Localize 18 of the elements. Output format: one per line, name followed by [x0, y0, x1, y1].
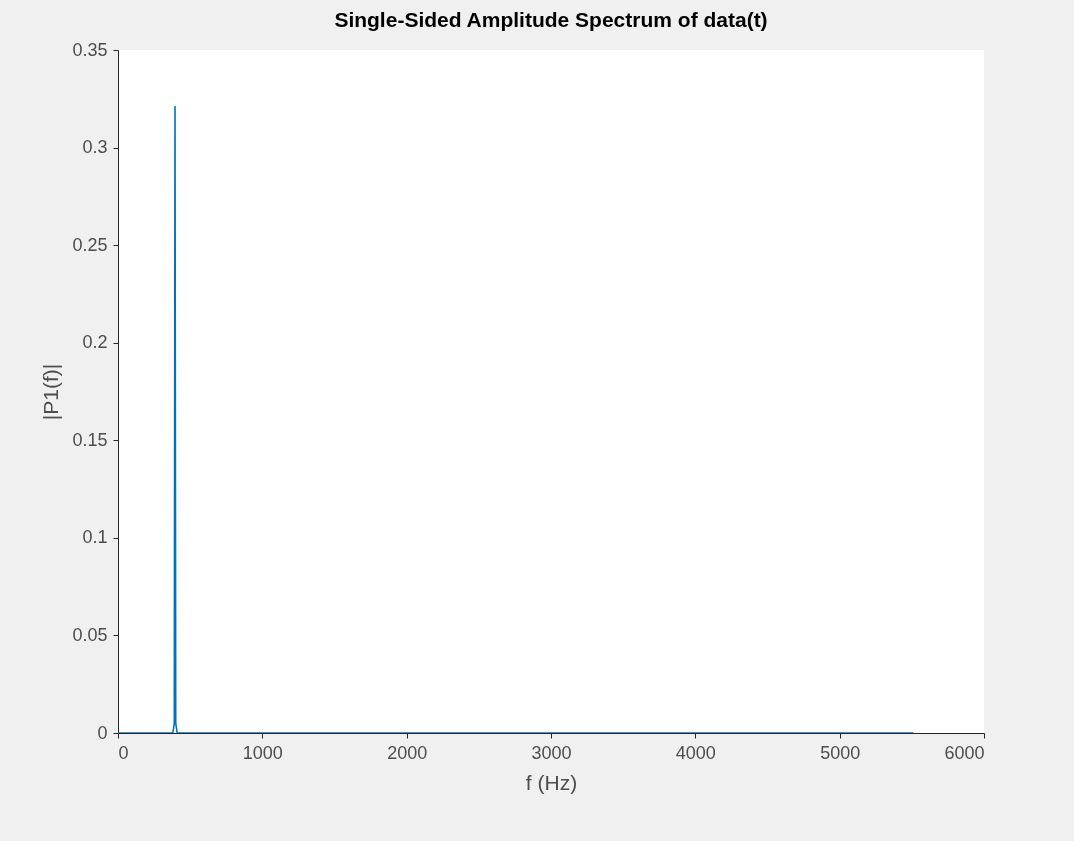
- x-tick-label: 4000: [675, 742, 716, 763]
- x-tick-label: 1000: [242, 742, 283, 763]
- x-tick-label: 0: [118, 742, 129, 763]
- x-tick-label: 3000: [531, 742, 572, 763]
- y-tick-label: 0.25: [72, 234, 108, 255]
- x-tick-label: 5000: [820, 742, 861, 763]
- y-tick-label: 0.05: [72, 624, 108, 645]
- y-tick-label: 0.1: [82, 527, 108, 548]
- y-tick-label: 0.3: [82, 137, 108, 158]
- y-tick-label: 0: [97, 722, 108, 743]
- y-tick-label: 0.2: [82, 332, 108, 353]
- chart-title: Single-Sided Amplitude Spectrum of data(t): [334, 8, 768, 31]
- y-axis-title: |P1(f)|: [39, 363, 63, 421]
- y-tick-label: 0.35: [72, 39, 108, 60]
- x-tick-label: 6000: [944, 742, 985, 763]
- y-tick-label: 0.15: [72, 429, 108, 450]
- x-tick-label: 2000: [387, 742, 428, 763]
- x-axis-title: f (Hz): [525, 770, 578, 794]
